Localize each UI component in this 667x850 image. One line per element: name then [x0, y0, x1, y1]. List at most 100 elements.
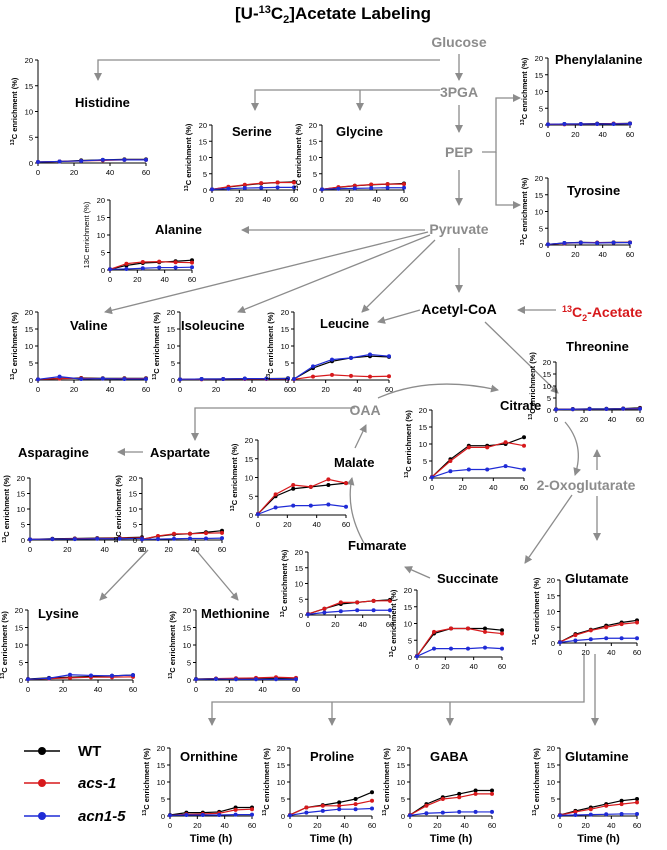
- y-tick-label: 20: [281, 308, 289, 317]
- y-tick-label: 15: [404, 603, 412, 612]
- x-axis-label: Time (h): [577, 833, 620, 845]
- node-2-oxoglutarate: 2-Oxoglutarate: [537, 477, 636, 493]
- legend-marker-wt: [38, 747, 46, 755]
- x-tick-label: 60: [488, 821, 496, 830]
- x-tick-label: 40: [608, 415, 616, 424]
- y-tick-label: 15: [535, 71, 543, 80]
- y-tick-label: 20: [535, 54, 543, 63]
- y-tick-label: 20: [17, 474, 25, 483]
- y-tick-label: 10: [199, 154, 207, 163]
- data-point: [415, 654, 419, 659]
- x-tick-label: 60: [633, 821, 641, 830]
- data-point: [100, 376, 105, 381]
- x-tick-label: 40: [469, 662, 477, 671]
- y-tick-label: 0: [539, 241, 543, 250]
- data-point: [124, 266, 129, 271]
- y-axis-label-sup: 13: [528, 414, 534, 420]
- x-tick-label: 20: [441, 662, 449, 671]
- y-tick-label: 5: [133, 521, 137, 530]
- y-tick-label: 20: [309, 121, 317, 130]
- y-axis-label: 13C enrichment (%): [280, 549, 289, 617]
- x-tick-label: 60: [218, 545, 226, 554]
- x-tick-label: 20: [70, 168, 78, 177]
- y-tick-label: 15: [15, 624, 23, 633]
- data-point: [503, 440, 508, 445]
- y-axis-label-sup: 13: [0, 673, 6, 679]
- x-tick-label: 40: [262, 195, 270, 204]
- x-tick-label: 20: [164, 545, 172, 554]
- data-point: [619, 811, 624, 816]
- y-tick-label: 5: [408, 636, 412, 645]
- data-point: [320, 808, 325, 813]
- arrow-pep-tyr: [495, 152, 521, 209]
- x-tick-label: 0: [292, 385, 296, 394]
- data-point: [385, 185, 390, 190]
- y-axis-label-sup: 13: [520, 119, 526, 125]
- y-axis-label: 13C enrichment (%): [168, 611, 177, 679]
- data-point: [457, 791, 462, 796]
- data-point: [291, 503, 296, 508]
- y-axis-label-main: C enrichment (%): [114, 475, 123, 537]
- data-point: [110, 673, 114, 678]
- arrow-pyruvate-leucine: [361, 239, 436, 313]
- data-point: [619, 798, 624, 803]
- data-point: [430, 475, 434, 480]
- y-axis-label-main: C enrichment (%): [294, 123, 303, 185]
- x-axis-label: Time (h): [310, 833, 353, 845]
- x-tick-label: 60: [138, 545, 146, 554]
- chart-proline: 0 5 10 15 20 0 20 40 60 13C enrichment (%) Time (h…: [262, 744, 376, 845]
- arrow-pyruvate-isoleucine: [237, 234, 431, 314]
- data-point: [188, 536, 192, 541]
- y-tick-label: 0: [408, 653, 412, 662]
- y-axis-label-sup: 13: [520, 239, 526, 245]
- data-point: [273, 505, 278, 510]
- node-glucose: Glucose: [431, 34, 486, 50]
- y-tick-label: 10: [183, 641, 191, 650]
- data-point: [292, 180, 296, 185]
- data-point: [117, 536, 122, 541]
- data-point: [172, 536, 176, 541]
- data-point: [100, 157, 105, 162]
- series-line-0: [559, 619, 638, 643]
- y-axis-label-main: C enrichment (%): [2, 475, 11, 537]
- data-point: [140, 259, 145, 264]
- chart-title: Valine: [70, 318, 108, 333]
- data-point: [619, 636, 624, 641]
- chart-phenylalanine: 0 5 10 15 20 0 20 40 60 13C enrichment (%) Phenyla…: [520, 52, 642, 139]
- data-point: [473, 809, 478, 814]
- series-line-1: [257, 478, 347, 515]
- x-tick-label: 20: [345, 195, 353, 204]
- series-line-0: [409, 789, 492, 816]
- x-tick-label: 0: [408, 821, 412, 830]
- series-line-2: [321, 187, 404, 190]
- y-axis-label-main: C enrichment (%): [520, 177, 529, 239]
- x-tick-label: 20: [235, 195, 243, 204]
- y-tick-label: 10: [245, 474, 253, 483]
- chart-aspartate: 0 5 10 15 20 0 20 40 60 13C enrichment (%) Asparta…: [114, 445, 226, 554]
- series-line-2: [179, 378, 288, 380]
- y-axis-label-main: C enrichment (%): [10, 312, 19, 374]
- y-tick-label: 5: [539, 104, 543, 113]
- x-tick-label: 0: [108, 275, 112, 284]
- y-tick-label: 5: [29, 133, 33, 142]
- x-tick-label: 60: [626, 250, 634, 259]
- data-point: [635, 620, 639, 625]
- figure-title: [U-13C2]Acetate Labeling: [235, 4, 431, 26]
- data-point: [522, 443, 526, 448]
- data-point: [546, 122, 550, 127]
- y-tick-label: 15: [547, 592, 555, 601]
- y-axis-label-main: C enrichment (%): [389, 589, 398, 651]
- y-tick-label: 15: [543, 370, 551, 379]
- y-tick-label: 0: [203, 186, 207, 195]
- arrow-acetylcoa-citrate: [484, 321, 559, 394]
- data-point: [291, 486, 296, 491]
- y-tick-label: 20: [547, 576, 555, 585]
- y-tick-label: 0: [249, 511, 253, 520]
- x-tick-label: 20: [433, 821, 441, 830]
- y-tick-label: 0: [133, 536, 137, 545]
- data-point: [330, 357, 334, 362]
- x-tick-label: 60: [248, 821, 256, 830]
- y-axis-label: 13C enrichment (%): [230, 443, 239, 511]
- node-pyruvate: Pyruvate: [429, 221, 488, 237]
- data-point: [89, 673, 93, 678]
